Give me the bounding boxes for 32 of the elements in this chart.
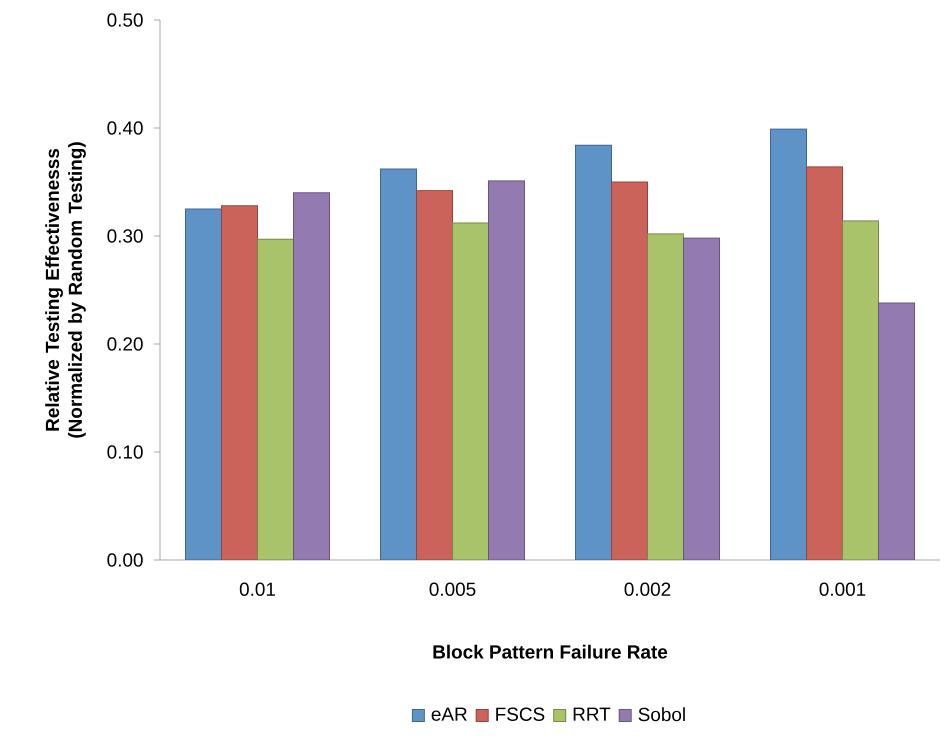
- legend-label: FSCS: [496, 708, 544, 721]
- y-tick-label: 0.00: [107, 553, 143, 567]
- bar: [575, 144, 612, 560]
- legend-label: eAR: [432, 708, 467, 721]
- x-axis-title: Block Pattern Failure Rate: [433, 644, 668, 659]
- y-tick-label: 0.40: [107, 121, 143, 135]
- legend-label: Sobol: [638, 707, 685, 722]
- y-tick-label: 0.50: [107, 13, 143, 27]
- bar: [683, 238, 720, 560]
- bar: [221, 205, 258, 560]
- bar: [380, 168, 418, 560]
- bar: [293, 192, 330, 560]
- bar: [647, 233, 684, 560]
- bar: [770, 128, 808, 560]
- x-tick-label: 0.005: [430, 582, 476, 596]
- legend-label: RRT: [574, 708, 610, 721]
- y-tick-label: 0.10: [107, 445, 143, 459]
- x-tick-label: 0.001: [820, 582, 866, 596]
- x-tick-label: 0.002: [624, 582, 670, 596]
- bar: [185, 208, 222, 560]
- bar: [257, 238, 294, 560]
- bar: [878, 302, 916, 560]
- bar: [488, 180, 526, 560]
- x-tick-label: 0.01: [240, 582, 275, 596]
- bar: [452, 222, 490, 560]
- bar: [416, 190, 454, 560]
- y-axis-title: Relative Testing Effectivenesss (Normalized by Random Testing): [45, 142, 86, 438]
- y-tick-label: 0.20: [107, 337, 143, 351]
- bar: [806, 166, 844, 560]
- bar: [611, 181, 648, 560]
- bar: [842, 220, 880, 560]
- y-tick-label: 0.30: [107, 229, 143, 243]
